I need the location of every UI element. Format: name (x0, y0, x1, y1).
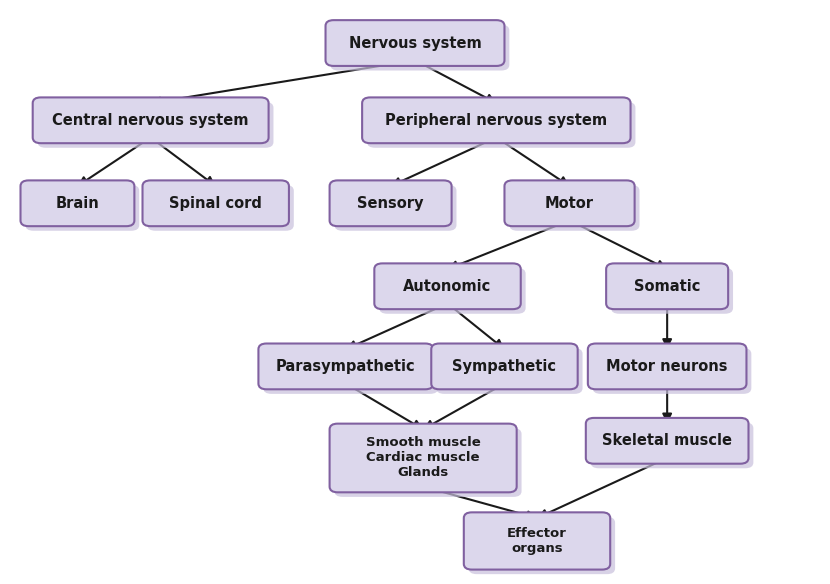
FancyBboxPatch shape (148, 185, 294, 231)
FancyBboxPatch shape (505, 180, 635, 226)
FancyBboxPatch shape (593, 348, 751, 394)
FancyBboxPatch shape (26, 185, 139, 231)
Text: Effector
organs: Effector organs (507, 527, 567, 555)
Text: Autonomic: Autonomic (403, 279, 491, 294)
Text: Peripheral nervous system: Peripheral nervous system (385, 113, 608, 128)
Text: Skeletal muscle: Skeletal muscle (602, 433, 732, 449)
FancyBboxPatch shape (510, 185, 639, 231)
FancyBboxPatch shape (432, 343, 578, 390)
FancyBboxPatch shape (379, 268, 525, 314)
FancyBboxPatch shape (263, 348, 438, 394)
FancyBboxPatch shape (591, 422, 754, 468)
FancyBboxPatch shape (258, 343, 433, 390)
Text: Somatic: Somatic (634, 279, 701, 294)
Text: Nervous system: Nervous system (349, 36, 481, 51)
Text: Sympathetic: Sympathetic (452, 359, 556, 374)
FancyBboxPatch shape (367, 102, 636, 148)
FancyBboxPatch shape (436, 348, 583, 394)
FancyBboxPatch shape (469, 517, 615, 574)
FancyBboxPatch shape (330, 423, 516, 492)
Text: Central nervous system: Central nervous system (52, 113, 249, 128)
Text: Motor neurons: Motor neurons (607, 359, 728, 374)
FancyBboxPatch shape (374, 263, 520, 309)
FancyBboxPatch shape (325, 20, 505, 66)
Text: Motor: Motor (545, 196, 594, 211)
FancyBboxPatch shape (334, 428, 521, 497)
FancyBboxPatch shape (330, 180, 452, 226)
Text: Spinal cord: Spinal cord (169, 196, 262, 211)
FancyBboxPatch shape (37, 102, 273, 148)
FancyBboxPatch shape (588, 343, 746, 390)
FancyBboxPatch shape (606, 263, 728, 309)
FancyBboxPatch shape (32, 98, 269, 143)
Text: Brain: Brain (56, 196, 100, 211)
FancyBboxPatch shape (586, 418, 749, 464)
FancyBboxPatch shape (334, 185, 456, 231)
FancyBboxPatch shape (21, 180, 134, 226)
Text: Parasympathetic: Parasympathetic (276, 359, 416, 374)
Text: Sensory: Sensory (358, 196, 424, 211)
FancyBboxPatch shape (464, 512, 610, 569)
FancyBboxPatch shape (611, 268, 733, 314)
FancyBboxPatch shape (362, 98, 631, 143)
Text: Smooth muscle
Cardiac muscle
Glands: Smooth muscle Cardiac muscle Glands (366, 436, 481, 479)
FancyBboxPatch shape (143, 180, 289, 226)
FancyBboxPatch shape (330, 25, 510, 71)
